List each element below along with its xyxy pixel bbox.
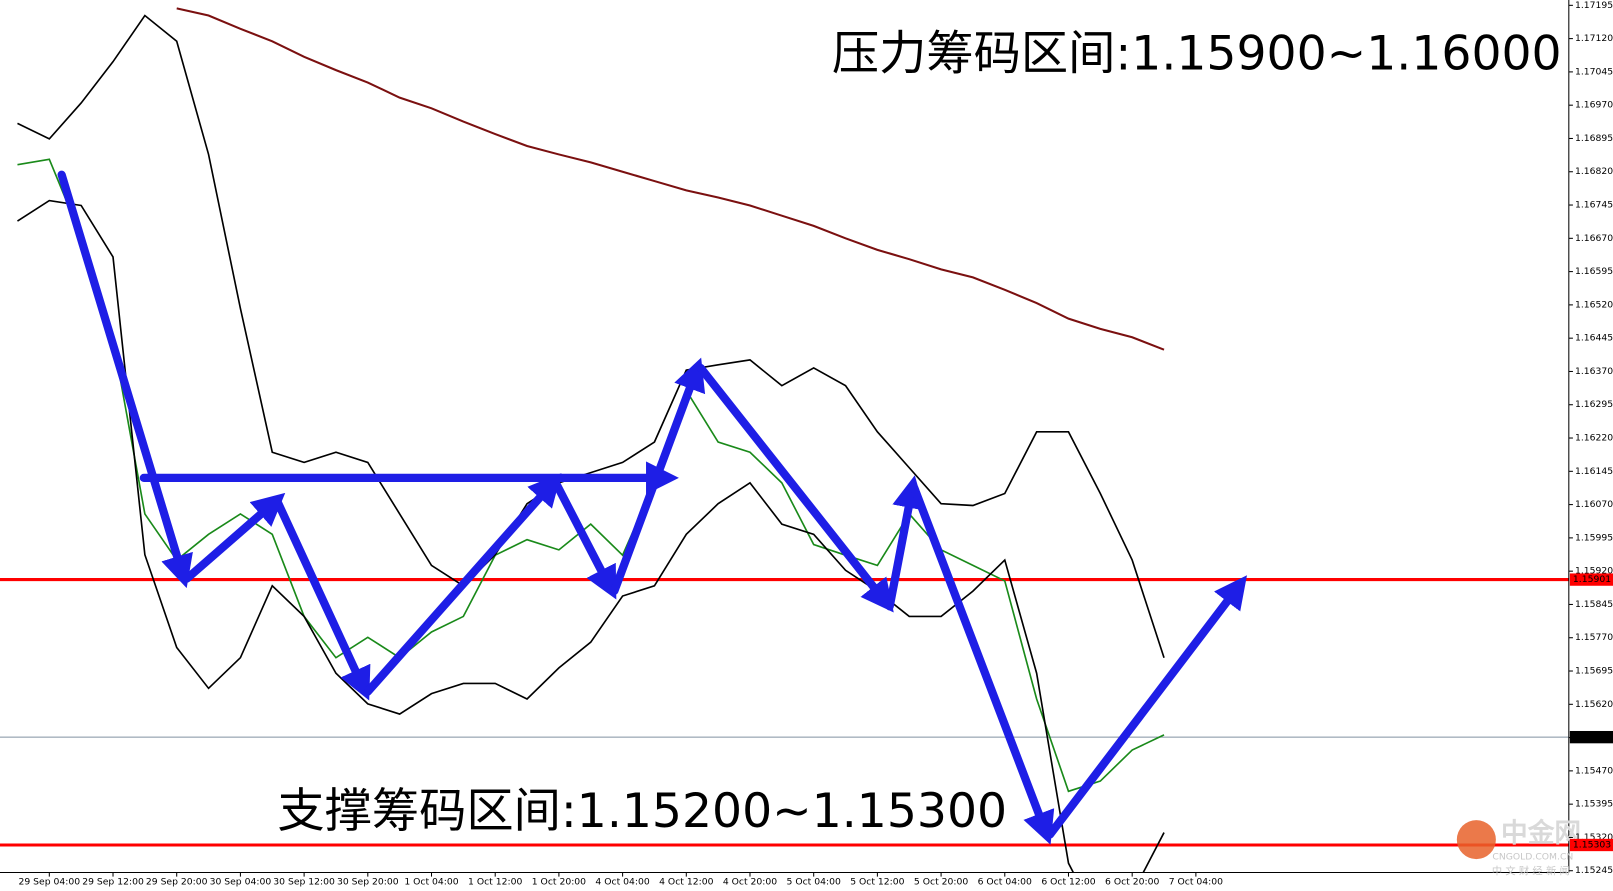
x-tick-label: 30 Sep 12:00 (273, 876, 335, 887)
level-tag-label: 1.15901 (1573, 574, 1611, 585)
y-tick-label: 1.17045 (1575, 66, 1613, 77)
y-tick-label: 1.15245 (1575, 865, 1613, 876)
y-tick-label: 1.15320 (1575, 832, 1613, 843)
x-tick-label: 1 Oct 12:00 (468, 876, 522, 887)
x-tick-label: 6 Oct 12:00 (1041, 876, 1095, 887)
level-tag (1569, 573, 1613, 586)
level-tag-label: 1.15303 (1573, 839, 1611, 850)
x-tick-label: 30 Sep 04:00 (210, 876, 272, 887)
series-line (17, 158, 1165, 793)
level-tag (1569, 730, 1613, 744)
y-tick-label: 1.16520 (1575, 299, 1613, 310)
y-tick-label: 1.15920 (1575, 566, 1613, 577)
y-tick-label: 1.15620 (1575, 699, 1613, 710)
y-tick-label: 1.16745 (1575, 200, 1613, 211)
watermark-tagline: 中 文 财 经 新 闻 (1492, 864, 1570, 877)
y-tick-label: 1.15845 (1575, 599, 1613, 610)
x-tick-label: 4 Oct 12:00 (659, 876, 713, 887)
y-tick-label: 1.16295 (1575, 399, 1613, 410)
x-tick-label: 4 Oct 20:00 (723, 876, 777, 887)
level-tag-label: 1.15546 (1573, 732, 1611, 743)
x-tick-label: 29 Sep 04:00 (18, 876, 80, 887)
x-tick-label: 4 Oct 04:00 (595, 876, 649, 887)
arrow (885, 475, 925, 611)
x-tick-label: 6 Oct 20:00 (1105, 876, 1159, 887)
y-tick-label: 1.16145 (1575, 466, 1613, 477)
x-tick-label: 29 Sep 12:00 (82, 876, 144, 887)
y-tick-label: 1.15695 (1575, 666, 1613, 677)
x-tick-label: 6 Oct 04:00 (978, 876, 1032, 887)
y-tick-label: 1.15995 (1575, 532, 1613, 543)
y-tick-label: 1.17195 (1575, 0, 1613, 11)
y-tick-label: 1.16970 (1575, 100, 1613, 111)
arrow (182, 492, 286, 583)
arrow (273, 497, 371, 701)
arrow (1045, 575, 1247, 839)
arrow (57, 170, 193, 589)
y-tick-label: 1.16070 (1575, 499, 1613, 510)
arrow (910, 484, 1055, 845)
annotation: 支撑筹码区间:1.15200~1.15300 (277, 784, 1007, 839)
watermark-logo (1456, 820, 1496, 860)
series-line (17, 14, 1165, 658)
trend-arrows (57, 170, 1247, 845)
y-tick-label: 1.16220 (1575, 433, 1613, 444)
arrow (550, 476, 617, 600)
x-tick-label: 5 Oct 20:00 (914, 876, 968, 887)
y-tick-label: 1.15395 (1575, 799, 1613, 810)
plot-area (0, 7, 1569, 873)
y-tick-label: 1.15770 (1575, 632, 1613, 643)
x-tick-label: 5 Oct 04:00 (787, 876, 841, 887)
y-tick-label: 1.16595 (1575, 266, 1613, 277)
series-line (17, 199, 1165, 873)
y-tick-label: 1.16895 (1575, 133, 1613, 144)
arrow (696, 363, 894, 613)
x-tick-label: 7 Oct 04:00 (1169, 876, 1223, 887)
arrow (363, 473, 562, 696)
level-tag (1569, 838, 1613, 852)
series-line (176, 7, 1165, 351)
x-tick-label: 5 Oct 12:00 (850, 876, 904, 887)
watermark-title: 中金网 (1501, 818, 1581, 849)
y-tick-label: 1.17120 (1575, 33, 1613, 44)
y-tick-label: 1.16820 (1575, 166, 1613, 177)
annotation: 压力筹码区间:1.15900~1.16000 (832, 27, 1562, 82)
y-tick-label: 1.15470 (1575, 765, 1613, 776)
x-tick-label: 1 Oct 04:00 (404, 876, 458, 887)
y-tick-label: 1.16670 (1575, 233, 1613, 244)
x-tick-label: 30 Sep 20:00 (337, 876, 399, 887)
y-tick-label: 1.16445 (1575, 333, 1613, 344)
x-tick-label: 29 Sep 20:00 (146, 876, 208, 887)
y-tick-label: 1.16370 (1575, 366, 1613, 377)
watermark-domain: CNGOLD.COM.CN (1492, 852, 1573, 863)
x-tick-label: 1 Oct 20:00 (532, 876, 586, 887)
